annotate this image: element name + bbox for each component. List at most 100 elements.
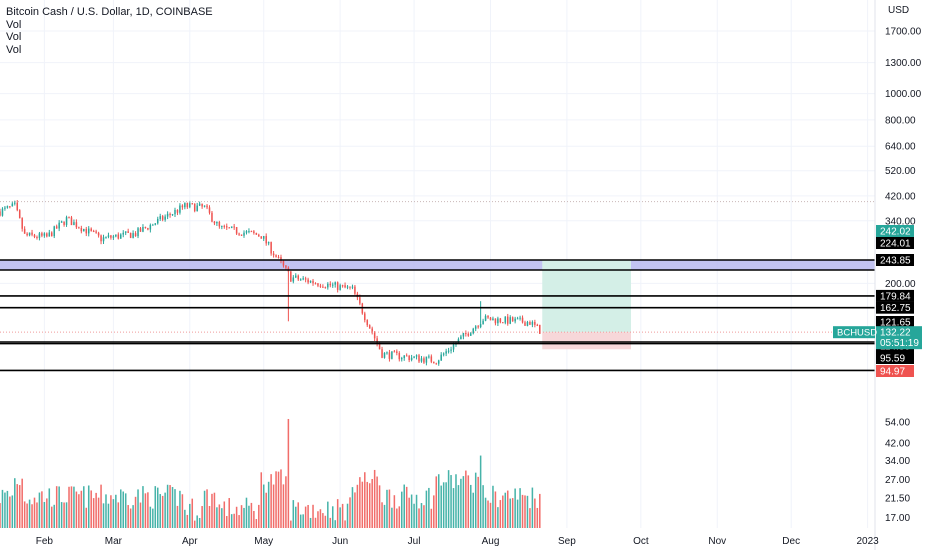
volume-bar (46, 498, 48, 528)
candle-body (383, 352, 386, 358)
candle-body (386, 352, 388, 354)
volume-bar (78, 494, 80, 528)
volume-bar (329, 517, 332, 528)
volume-indicator-2[interactable]: Vol (6, 31, 22, 43)
candle-body (506, 316, 509, 324)
price-tick-label: 520.00 (885, 166, 916, 177)
candle-body (161, 216, 164, 220)
volume-bar (356, 484, 359, 528)
price-axis-bg (875, 0, 932, 550)
level-label: 242.02 (880, 227, 911, 238)
candle-body (225, 226, 228, 228)
candle-body (223, 225, 226, 227)
candle-body (440, 354, 442, 361)
volume-tick-label: 27.00 (885, 475, 910, 486)
volume-bar (391, 507, 393, 528)
volume-bar (502, 495, 504, 528)
volume-bar (83, 486, 85, 528)
volume-indicator-3[interactable]: Vol (6, 43, 22, 56)
candle-body (211, 212, 213, 222)
volume-bar (134, 496, 137, 528)
candle-body (336, 282, 339, 290)
symbol-tag: BCHUSD (837, 328, 877, 339)
candle-body (193, 203, 196, 212)
volume-bar (211, 493, 213, 528)
candle-body (11, 203, 14, 207)
volume-bar (92, 498, 95, 528)
candle-body (408, 355, 410, 361)
volume-bar (142, 486, 144, 528)
candle-body (447, 350, 450, 352)
price-tick-label: 1700.00 (885, 27, 922, 38)
symbol-title[interactable]: Bitcoin Cash / U.S. Dollar, 1D, COINBASE (6, 6, 213, 18)
volume-indicator-1[interactable]: Vol (6, 18, 22, 31)
level-label: 94.97 (880, 367, 905, 378)
volume-bar (437, 474, 440, 528)
candle-body (413, 356, 415, 358)
candle-body (258, 234, 260, 237)
candle-body (492, 318, 494, 321)
volume-bar (4, 492, 6, 528)
candle-body (53, 226, 55, 237)
candle-body (445, 351, 447, 354)
candle-body (309, 280, 312, 283)
candle-body (218, 222, 221, 227)
volume-bar (336, 499, 339, 528)
candle-body (181, 205, 184, 208)
volume-bar (272, 484, 275, 528)
level-label-bg (876, 301, 914, 314)
candle-body (90, 228, 92, 231)
volume-bar (452, 488, 455, 528)
time-tick-label: May (254, 536, 273, 547)
time-axis[interactable]: Feb Mar Apr May Jun Jul Aug Sep Oct Nov Dec 2023 (36, 536, 879, 547)
candle-body (107, 235, 110, 237)
candle-body (344, 285, 346, 288)
volume-tick-label: 21.50 (885, 494, 910, 505)
volume-bar (307, 504, 309, 528)
volume-bar (115, 494, 117, 528)
candle-body (144, 226, 147, 229)
candle-body (307, 279, 309, 283)
volume-bar (334, 520, 336, 528)
candle-body (117, 234, 120, 239)
volume-bar (524, 495, 526, 528)
level-label-bg (876, 316, 914, 328)
volume-bar (63, 502, 65, 528)
candle-body (275, 255, 277, 257)
candle-body (539, 324, 541, 334)
candle-body (410, 357, 413, 361)
candle-body (198, 203, 201, 206)
volume-bar (129, 508, 132, 528)
candle-body (154, 223, 157, 225)
volume-bar (100, 484, 102, 528)
volume-tick-label: 34.00 (885, 456, 910, 467)
price-tick-label: 800.00 (885, 115, 916, 126)
candle-body (97, 232, 100, 236)
candle-body (400, 358, 403, 360)
price-axis[interactable]: USD 1700.00 1300.00 1000.00 800.00 640.00 520.… (874, 0, 932, 550)
volume-bar (122, 491, 125, 528)
volume-bar (206, 489, 208, 528)
resistance-zone (0, 260, 875, 271)
candle-body (536, 324, 539, 326)
volume-bar (287, 418, 290, 528)
candle-body (221, 225, 223, 227)
volume-bar (161, 495, 164, 528)
chart-legend: Bitcoin Cash / U.S. Dollar, 1D, COINBASE… (6, 6, 213, 56)
volume-bar (14, 478, 16, 528)
volume-bar (58, 486, 60, 528)
volume-bar (280, 469, 282, 528)
candle-body (373, 332, 376, 339)
candle-body (213, 221, 216, 224)
volume-bar (41, 491, 43, 528)
candle-body (149, 224, 152, 230)
volume-bar (381, 502, 383, 528)
candle-body (250, 231, 253, 233)
candle-body (191, 203, 194, 205)
level-label: 179.84 (880, 291, 911, 302)
volume-bar (492, 485, 494, 528)
candle-body (262, 236, 265, 239)
volume-bar (171, 487, 174, 528)
